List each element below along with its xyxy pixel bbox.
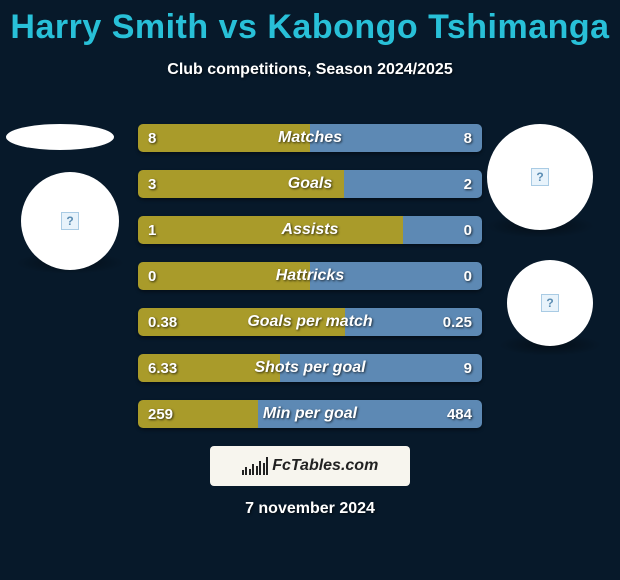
- right-player-avatar-1: ?: [487, 124, 593, 230]
- stat-row: 259484Min per goal: [138, 400, 482, 428]
- stat-row: 32Goals: [138, 170, 482, 198]
- stat-label: Hattricks: [138, 262, 482, 290]
- stat-label: Min per goal: [138, 400, 482, 428]
- stat-row: 10Assists: [138, 216, 482, 244]
- left-player-ellipse: [6, 124, 114, 150]
- logo-bars-icon: [242, 457, 269, 475]
- left-player-avatar: ?: [21, 172, 119, 270]
- comparison-bars: 88Matches 32Goals 10Assists 00Hattricks 0.38…: [138, 124, 482, 446]
- stat-label: Assists: [138, 216, 482, 244]
- stat-row: 6.339Shots per goal: [138, 354, 482, 382]
- right-player-avatar-2: ?: [507, 260, 593, 346]
- image-placeholder-icon: ?: [531, 168, 549, 186]
- stat-label: Goals: [138, 170, 482, 198]
- image-placeholder-icon: ?: [61, 212, 79, 230]
- stat-row: 00Hattricks: [138, 262, 482, 290]
- page-subtitle: Club competitions, Season 2024/2025: [0, 61, 620, 79]
- stat-label: Matches: [138, 124, 482, 152]
- footer-logo: FcTables.com: [210, 446, 410, 486]
- footer-date: 7 november 2024: [0, 500, 620, 518]
- stat-label: Shots per goal: [138, 354, 482, 382]
- image-placeholder-icon: ?: [541, 294, 559, 312]
- stat-label: Goals per match: [138, 308, 482, 336]
- stat-row: 88Matches: [138, 124, 482, 152]
- stat-row: 0.380.25Goals per match: [138, 308, 482, 336]
- page-title: Harry Smith vs Kabongo Tshimanga: [0, 0, 620, 47]
- footer-logo-text: FcTables.com: [272, 457, 378, 475]
